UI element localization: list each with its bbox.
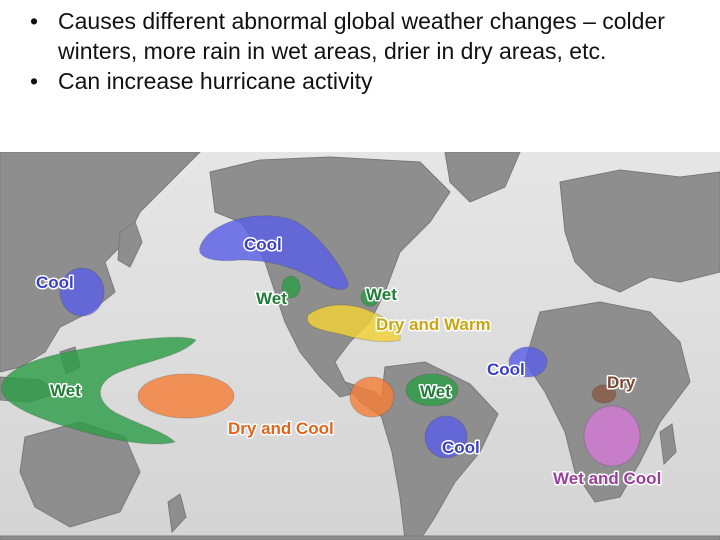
region-cool-north-america xyxy=(199,215,349,290)
label-wet-south-america: Wet xyxy=(420,382,451,401)
label-dry-cool-pacific: Dry and Cool xyxy=(228,419,334,438)
bullet-marker: • xyxy=(30,8,39,34)
land-madagascar xyxy=(659,423,677,466)
label-wet-nw-america: Wet xyxy=(256,289,287,308)
region-cool-south-america xyxy=(424,415,468,459)
label-cool-west-africa: Cool xyxy=(487,360,525,379)
label-wet-indonesia: Wet xyxy=(50,381,81,400)
land-new-zealand xyxy=(167,493,187,534)
land-europe xyxy=(559,169,720,293)
region-cool-east-asia xyxy=(59,267,105,317)
label-wet-cool-southern-africa: Wet and Cool xyxy=(553,469,661,488)
bullet-item: • Causes different abnormal global weath… xyxy=(30,6,720,66)
label-cool-north-america: Cool xyxy=(244,235,282,254)
bullet-list: • Causes different abnormal global weath… xyxy=(30,6,720,96)
land-greenland xyxy=(444,152,521,203)
bullet-text: Causes different abnormal global weather… xyxy=(58,8,665,64)
label-cool-east-asia: Cool xyxy=(36,273,74,292)
impact-regions xyxy=(1,215,641,467)
land-asia xyxy=(0,152,201,373)
bullet-marker: • xyxy=(30,68,39,94)
region-wet-south-america xyxy=(405,373,459,407)
world-map: Cool Cool Wet Wet Dry and Warm Wet Dry a… xyxy=(0,152,720,540)
region-wet-indonesia xyxy=(1,336,197,445)
land-antarctica xyxy=(0,535,720,540)
region-wet-nw-america xyxy=(281,275,301,299)
world-map-svg: Cool Cool Wet Wet Dry and Warm Wet Dry a… xyxy=(0,152,720,540)
region-wet-cool-southern-africa xyxy=(583,405,641,467)
region-cool-west-africa xyxy=(508,346,548,378)
land-japan xyxy=(117,221,143,268)
bullet-text: Can increase hurricane activity xyxy=(58,68,373,94)
region-dry-cool-pacific xyxy=(137,373,235,419)
label-dry-warm-us: Dry and Warm xyxy=(376,315,491,334)
label-dry-east-africa: Dry xyxy=(607,373,636,392)
region-labels: Cool Cool Wet Wet Dry and Warm Wet Dry a… xyxy=(35,234,663,490)
region-dry-warm-us xyxy=(306,304,401,343)
region-dry-cool-peru xyxy=(349,376,395,418)
label-cool-south-america: Cool xyxy=(442,438,480,457)
region-wet-ne-america xyxy=(360,287,380,307)
region-dry-east-africa xyxy=(591,384,617,404)
bullet-item: • Can increase hurricane activity xyxy=(30,66,720,96)
label-wet-ne-america: Wet xyxy=(366,285,397,304)
